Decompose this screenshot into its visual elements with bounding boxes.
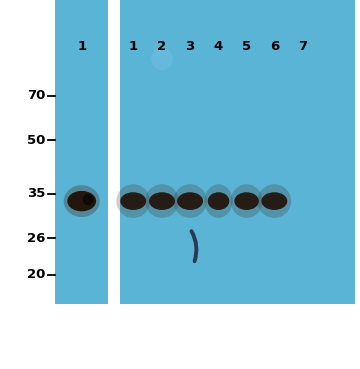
Bar (120, 0, 355, 304)
Ellipse shape (116, 184, 150, 218)
Text: 6: 6 (270, 39, 279, 53)
Text: 26: 26 (27, 231, 45, 245)
Ellipse shape (234, 192, 259, 210)
Ellipse shape (64, 185, 100, 217)
Text: 3: 3 (185, 39, 195, 53)
Text: 1: 1 (129, 39, 138, 53)
Ellipse shape (173, 184, 207, 218)
Ellipse shape (120, 192, 146, 210)
Text: 7: 7 (298, 39, 307, 53)
Ellipse shape (261, 192, 287, 210)
Ellipse shape (67, 191, 96, 211)
Ellipse shape (149, 192, 175, 210)
Text: 4: 4 (214, 39, 223, 53)
Ellipse shape (83, 194, 94, 206)
Bar (55, 0, 108, 304)
Ellipse shape (231, 184, 262, 218)
Ellipse shape (204, 184, 233, 218)
Text: 70: 70 (27, 89, 45, 103)
Text: 20: 20 (27, 268, 45, 282)
Text: 50: 50 (27, 134, 45, 147)
Ellipse shape (145, 184, 179, 218)
Text: 35: 35 (27, 187, 45, 200)
Ellipse shape (257, 184, 291, 218)
Text: 1: 1 (77, 39, 86, 53)
Ellipse shape (208, 192, 229, 210)
Ellipse shape (151, 48, 173, 70)
Ellipse shape (177, 192, 203, 210)
Text: 5: 5 (242, 39, 251, 53)
Text: 2: 2 (157, 39, 167, 53)
